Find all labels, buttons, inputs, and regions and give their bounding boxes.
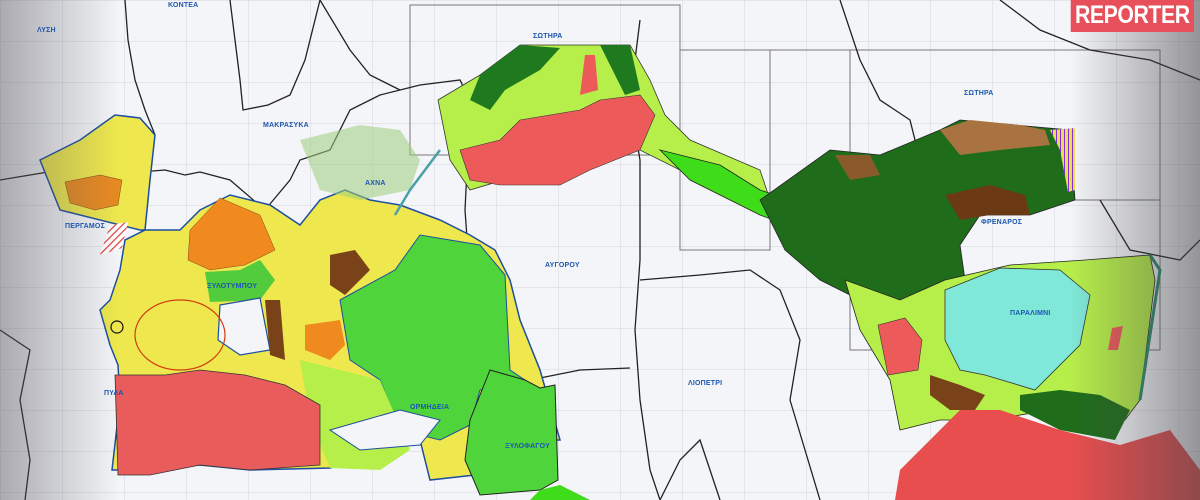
zone-hatched-purple bbox=[1050, 128, 1075, 192]
place-label: ΣΩΤΗΡΑ bbox=[964, 90, 994, 97]
zone-tourism-1 bbox=[64, 174, 123, 211]
zone-military-southwest bbox=[114, 369, 321, 476]
zone-quarry-northeast bbox=[940, 120, 1050, 155]
zone-quarry-1 bbox=[330, 250, 370, 295]
zone-quarry-east bbox=[945, 185, 1030, 220]
zone-forest-north-2 bbox=[600, 45, 640, 95]
place-label: ΟΡΜΗΔΕΙΑ bbox=[410, 404, 450, 411]
zone-quarry-east-2 bbox=[835, 155, 880, 180]
place-label: ΞΥΛΟΤΥΜΠΟΥ bbox=[207, 283, 258, 290]
place-label: ΑΥΓΟΡΟΥ bbox=[545, 262, 580, 269]
hatched-zone bbox=[100, 222, 128, 255]
place-label: ΠΑΡΑΛΙΜΝΙ bbox=[1010, 310, 1051, 317]
place-label: ΠΥΛΑ bbox=[104, 390, 124, 397]
zone-military-east-1 bbox=[877, 317, 923, 376]
zone-tourism-3 bbox=[305, 320, 345, 360]
place-label: ΠΕΡΓΑΜΟΣ bbox=[65, 223, 105, 230]
place-label: ΣΩΤΗΡΑ bbox=[533, 33, 563, 40]
place-label: ΛΥΣΗ bbox=[37, 27, 56, 34]
zone-protected-xylofagou bbox=[464, 369, 559, 496]
place-label: ΞΥΛΟΦΑΓΟΥ bbox=[505, 443, 551, 450]
sea-inlet bbox=[328, 409, 441, 451]
corridor-line bbox=[393, 149, 441, 216]
zone-boundary-circle bbox=[134, 299, 226, 371]
zone-military-north-strip bbox=[580, 55, 598, 95]
zone-military-north bbox=[459, 94, 656, 186]
zone-forest-north bbox=[470, 45, 560, 110]
reporter-logo: REPORTER bbox=[1070, 0, 1194, 32]
zone-protected-xylotympou bbox=[205, 260, 275, 302]
zone-tourism-2 bbox=[187, 197, 276, 271]
zone-protected-bottom bbox=[530, 485, 590, 500]
marker-icon bbox=[110, 320, 124, 334]
place-label: ΑΧΝΑ bbox=[365, 180, 386, 187]
zone-quarry-2 bbox=[265, 300, 285, 360]
place-label: ΚΟΝΤΕΑ bbox=[168, 2, 199, 9]
lake-paralimni bbox=[944, 267, 1091, 391]
lake-white bbox=[217, 297, 271, 356]
zone-faded-achna bbox=[300, 125, 420, 200]
place-label: ΦΡΕΝΑΡΟΣ bbox=[981, 219, 1023, 226]
zone-quarry-southeast bbox=[930, 375, 985, 410]
place-label: ΜΑΚΡΑΣΥΚΑ bbox=[263, 122, 309, 129]
place-label: ΛΙΟΠΕΤΡΙ bbox=[688, 380, 723, 387]
